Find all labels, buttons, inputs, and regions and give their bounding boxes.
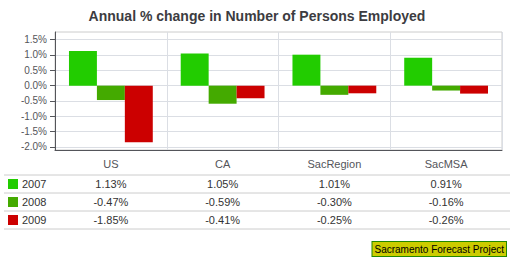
svg-text:-0.25%: -0.25% — [317, 214, 352, 226]
svg-text:2009: 2009 — [22, 214, 46, 226]
svg-text:-0.26%: -0.26% — [429, 214, 464, 226]
svg-text:1.13%: 1.13% — [95, 178, 126, 190]
svg-text:SacRegion: SacRegion — [307, 158, 361, 170]
svg-text:CA: CA — [215, 158, 231, 170]
svg-text:-0.41%: -0.41% — [205, 214, 240, 226]
svg-text:US: US — [103, 158, 118, 170]
svg-text:0.5%: 0.5% — [24, 65, 47, 76]
svg-text:1.01%: 1.01% — [319, 178, 350, 190]
svg-text:0.91%: 0.91% — [431, 178, 462, 190]
svg-text:-0.16%: -0.16% — [429, 196, 464, 208]
svg-text:1.0%: 1.0% — [24, 49, 47, 60]
svg-text:-0.30%: -0.30% — [317, 196, 352, 208]
svg-text:Annual % change in Number of P: Annual % change in Number of Persons Emp… — [89, 8, 426, 24]
svg-text:SacMSA: SacMSA — [425, 158, 468, 170]
svg-text:-2.0%: -2.0% — [21, 141, 47, 152]
svg-text:1.5%: 1.5% — [24, 34, 47, 45]
svg-text:2007: 2007 — [22, 178, 46, 190]
svg-text:-0.47%: -0.47% — [93, 196, 128, 208]
svg-text:1.05%: 1.05% — [207, 178, 238, 190]
svg-text:-1.85%: -1.85% — [93, 214, 128, 226]
svg-text:-1.0%: -1.0% — [21, 111, 47, 122]
svg-text:-1.5%: -1.5% — [21, 126, 47, 137]
svg-text:-0.59%: -0.59% — [205, 196, 240, 208]
svg-text:2008: 2008 — [22, 196, 46, 208]
svg-text:0.0%: 0.0% — [24, 80, 47, 91]
svg-text:-0.5%: -0.5% — [21, 95, 47, 106]
svg-text:Sacramento Forecast Project: Sacramento Forecast Project — [375, 244, 505, 255]
